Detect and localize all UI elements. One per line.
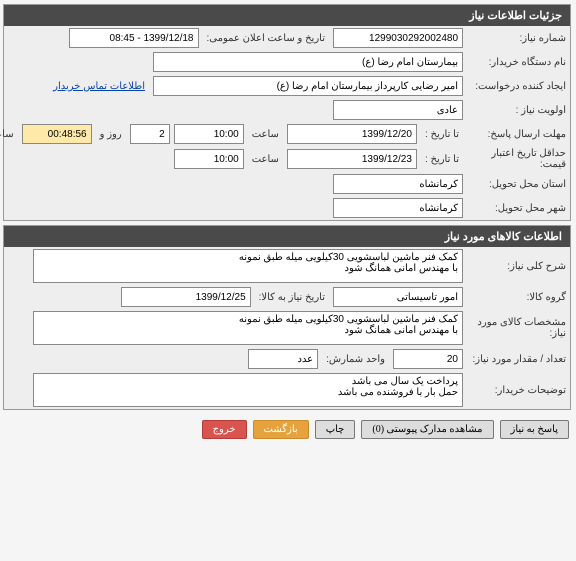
attachments-button[interactable]: مشاهده مدارک پیوستی (0) <box>362 420 494 439</box>
print-button[interactable]: چاپ <box>316 420 357 439</box>
qty-field[interactable] <box>394 349 464 369</box>
priority-label: اولویت نیاز : <box>468 105 567 116</box>
section1-header: جزئیات اطلاعات نیاز <box>5 5 571 26</box>
need-details-section: جزئیات اطلاعات نیاز شماره نیاز: تاریخ و … <box>4 4 572 221</box>
day-label: روز و <box>97 129 127 140</box>
spec-label: مشخصات کالای مورد نیاز: <box>468 317 567 339</box>
validity-time-field[interactable] <box>175 149 245 169</box>
buyer-field[interactable] <box>154 52 464 72</box>
need-number-label: شماره نیاز: <box>468 33 567 44</box>
public-time-field[interactable] <box>70 28 200 48</box>
remain-label: ساعت باقی مانده <box>0 129 19 140</box>
deadline-time-field[interactable] <box>175 124 245 144</box>
time-label-2: ساعت <box>249 154 284 165</box>
deadline-label: مهلت ارسال پاسخ: <box>468 129 567 140</box>
goods-section: اطلاعات کالاهای مورد نیاز شرح کلی نیاز: … <box>4 225 572 410</box>
section2-header: اطلاعات کالاهای مورد نیاز <box>5 226 571 247</box>
gen-desc-field[interactable]: کمک فنر ماشین لباسشویی 30کیلویی میله طبق… <box>34 249 464 283</box>
contact-link[interactable]: اطلاعات تماس خریدار <box>50 81 150 92</box>
exit-button[interactable]: خروج <box>203 420 248 439</box>
qty-label: تعداد / مقدار مورد نیاز: <box>468 354 567 365</box>
deadline-date-field[interactable] <box>288 124 418 144</box>
city-field[interactable] <box>334 198 464 218</box>
validity-label: حداقل تاریخ اعتبار قیمت: <box>468 148 567 170</box>
to-date-label-2: تا تاریخ : <box>422 154 464 165</box>
notes-label: توضیحات خریدار: <box>468 385 567 396</box>
need-number-field[interactable] <box>334 28 464 48</box>
unit-field[interactable] <box>249 349 319 369</box>
group-label: گروه کالا: <box>468 292 567 303</box>
to-date-label: تا تاریخ : <box>422 129 464 140</box>
need-date-label: تاریخ نیاز به کالا: <box>256 292 330 303</box>
need-date-field[interactable] <box>122 287 252 307</box>
group-field[interactable] <box>334 287 464 307</box>
validity-date-field[interactable] <box>288 149 418 169</box>
notes-field[interactable]: پرداخت یک سال می باشد حمل بار با فروشنده… <box>34 373 464 407</box>
hours-left-field[interactable] <box>23 124 93 144</box>
days-left-field[interactable] <box>131 124 171 144</box>
gen-desc-label: شرح کلی نیاز: <box>468 261 567 272</box>
button-bar: پاسخ به نیاز مشاهده مدارک پیوستی (0) چاپ… <box>0 414 576 445</box>
buyer-label: نام دستگاه خریدار: <box>468 57 567 68</box>
province-label: استان محل تحویل: <box>468 179 567 190</box>
requester-field[interactable] <box>154 76 464 96</box>
city-label: شهر محل تحویل: <box>468 203 567 214</box>
unit-label: واحد شمارش: <box>323 354 390 365</box>
back-button[interactable]: بازگشت <box>254 420 310 439</box>
time-label-1: ساعت <box>249 129 284 140</box>
requester-label: ایجاد کننده درخواست: <box>468 81 567 92</box>
priority-field[interactable] <box>334 100 464 120</box>
reply-button[interactable]: پاسخ به نیاز <box>501 420 571 439</box>
public-time-label: تاریخ و ساعت اعلان عمومی: <box>204 33 331 44</box>
province-field[interactable] <box>334 174 464 194</box>
spec-field[interactable]: کمک فنر ماشین لباسشویی 30کیلویی میله طبق… <box>34 311 464 345</box>
